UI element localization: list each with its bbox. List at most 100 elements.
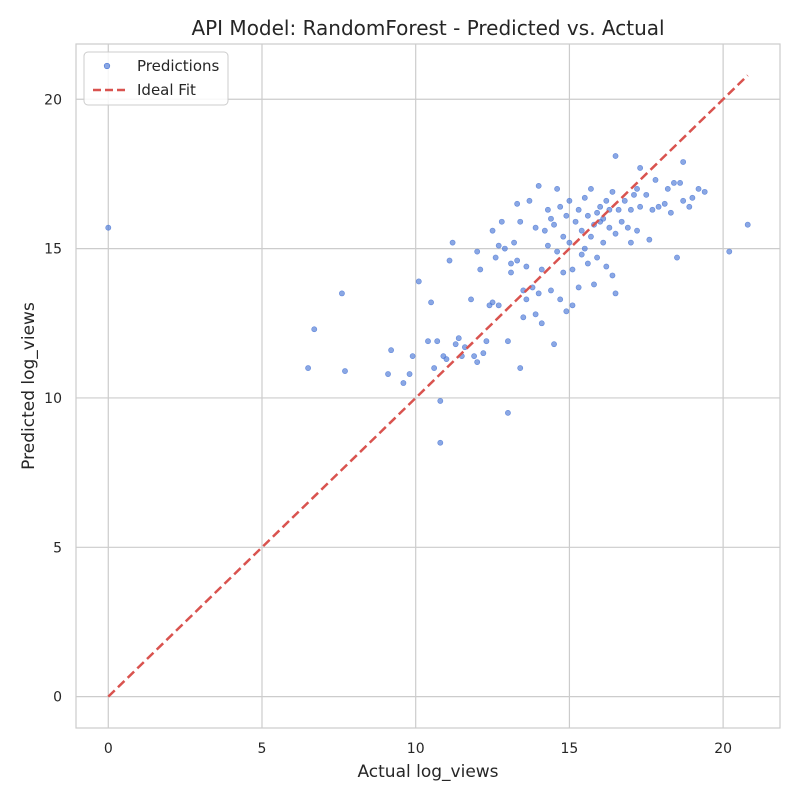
- prediction-point: [498, 218, 505, 225]
- x-axis-ticks: 0 5 10 15 20: [104, 741, 732, 757]
- prediction-point: [544, 206, 551, 213]
- prediction-point: [581, 194, 588, 201]
- prediction-point: [634, 227, 640, 234]
- predictions-points: [105, 153, 751, 446]
- chart-title: API Model: RandomForest - Predicted vs. …: [191, 16, 664, 40]
- prediction-point: [612, 153, 619, 159]
- prediction-point: [612, 230, 619, 237]
- prediction-point: [680, 159, 687, 165]
- prediction-point: [609, 272, 616, 279]
- prediction-point: [695, 185, 702, 192]
- prediction-point: [652, 177, 659, 183]
- legend: Predictions Ideal Fit: [83, 51, 229, 106]
- prediction-point: [661, 200, 668, 207]
- prediction-point: [514, 200, 521, 207]
- prediction-point: [578, 251, 585, 258]
- prediction-point: [603, 197, 610, 204]
- prediction-point: [689, 194, 696, 201]
- prediction-point: [495, 302, 502, 309]
- prediction-point: [305, 365, 312, 371]
- prediction-point: [455, 335, 462, 342]
- prediction-point: [563, 212, 570, 219]
- prediction-point: [508, 260, 514, 267]
- prediction-point: [627, 206, 634, 213]
- x-tick-label: 10: [407, 741, 425, 757]
- prediction-point: [523, 296, 530, 303]
- prediction-point: [624, 224, 631, 231]
- prediction-point: [428, 299, 434, 306]
- prediction-point: [406, 371, 413, 377]
- prediction-point: [400, 380, 407, 386]
- x-tick-label: 0: [104, 741, 113, 757]
- prediction-point: [548, 215, 554, 222]
- y-axis-label: Predicted log_views: [19, 302, 39, 470]
- prediction-point: [511, 239, 517, 246]
- prediction-point: [431, 365, 438, 371]
- prediction-point: [311, 326, 318, 333]
- prediction-point: [572, 218, 579, 225]
- prediction-point: [566, 197, 573, 204]
- prediction-point: [523, 263, 530, 270]
- prediction-point: [566, 239, 573, 246]
- prediction-point: [581, 245, 588, 252]
- prediction-point: [594, 254, 600, 261]
- prediction-point: [339, 290, 345, 297]
- x-tick-label: 20: [714, 741, 732, 757]
- prediction-point: [560, 269, 567, 276]
- legend-box: [83, 51, 229, 106]
- prediction-point: [541, 227, 548, 234]
- prediction-point: [468, 296, 474, 303]
- x-axis-label: Actual log_views: [357, 762, 498, 782]
- prediction-point: [477, 266, 484, 273]
- prediction-point: [535, 290, 542, 297]
- legend-label-ideal-fit: Ideal Fit: [137, 81, 196, 99]
- legend-marker-predictions: [103, 62, 111, 70]
- prediction-point: [554, 248, 561, 255]
- prediction-point: [501, 245, 508, 252]
- y-tick-label: 10: [44, 391, 62, 407]
- prediction-point: [655, 203, 662, 210]
- prediction-point: [578, 227, 585, 234]
- prediction-point: [618, 218, 625, 225]
- prediction-point: [532, 224, 539, 231]
- prediction-point: [505, 338, 511, 345]
- prediction-point: [551, 341, 557, 348]
- prediction-point: [606, 224, 613, 231]
- prediction-point: [649, 206, 656, 213]
- prediction-point: [514, 257, 521, 264]
- prediction-point: [474, 248, 481, 255]
- prediction-point: [480, 350, 487, 357]
- prediction-point: [342, 368, 348, 374]
- prediction-point: [551, 221, 557, 228]
- prediction-point: [560, 233, 567, 240]
- prediction-point: [603, 263, 610, 270]
- prediction-point: [588, 185, 594, 192]
- prediction-point: [443, 356, 450, 363]
- grid-lines: [76, 44, 780, 728]
- prediction-point: [627, 239, 634, 246]
- prediction-point: [544, 242, 551, 249]
- prediction-point: [492, 254, 499, 261]
- prediction-point: [664, 185, 671, 192]
- prediction-point: [471, 353, 478, 360]
- ideal-fit-series: [107, 74, 749, 698]
- prediction-point: [575, 284, 582, 291]
- prediction-point: [671, 179, 677, 186]
- x-tick-label: 5: [258, 741, 267, 757]
- prediction-point: [520, 314, 527, 321]
- ideal-fit-line: [107, 74, 749, 698]
- y-tick-label: 0: [53, 690, 62, 706]
- prediction-point: [667, 209, 674, 216]
- prediction-point: [637, 203, 644, 210]
- prediction-point: [495, 242, 502, 249]
- prediction-point: [569, 302, 576, 309]
- prediction-point: [584, 260, 591, 267]
- prediction-point: [517, 218, 524, 225]
- prediction-point: [425, 338, 431, 345]
- prediction-point: [686, 203, 693, 210]
- prediction-point: [569, 266, 576, 273]
- prediction-point: [594, 209, 600, 216]
- prediction-point: [701, 188, 708, 195]
- plot-border: [75, 43, 781, 729]
- prediction-point: [584, 212, 591, 219]
